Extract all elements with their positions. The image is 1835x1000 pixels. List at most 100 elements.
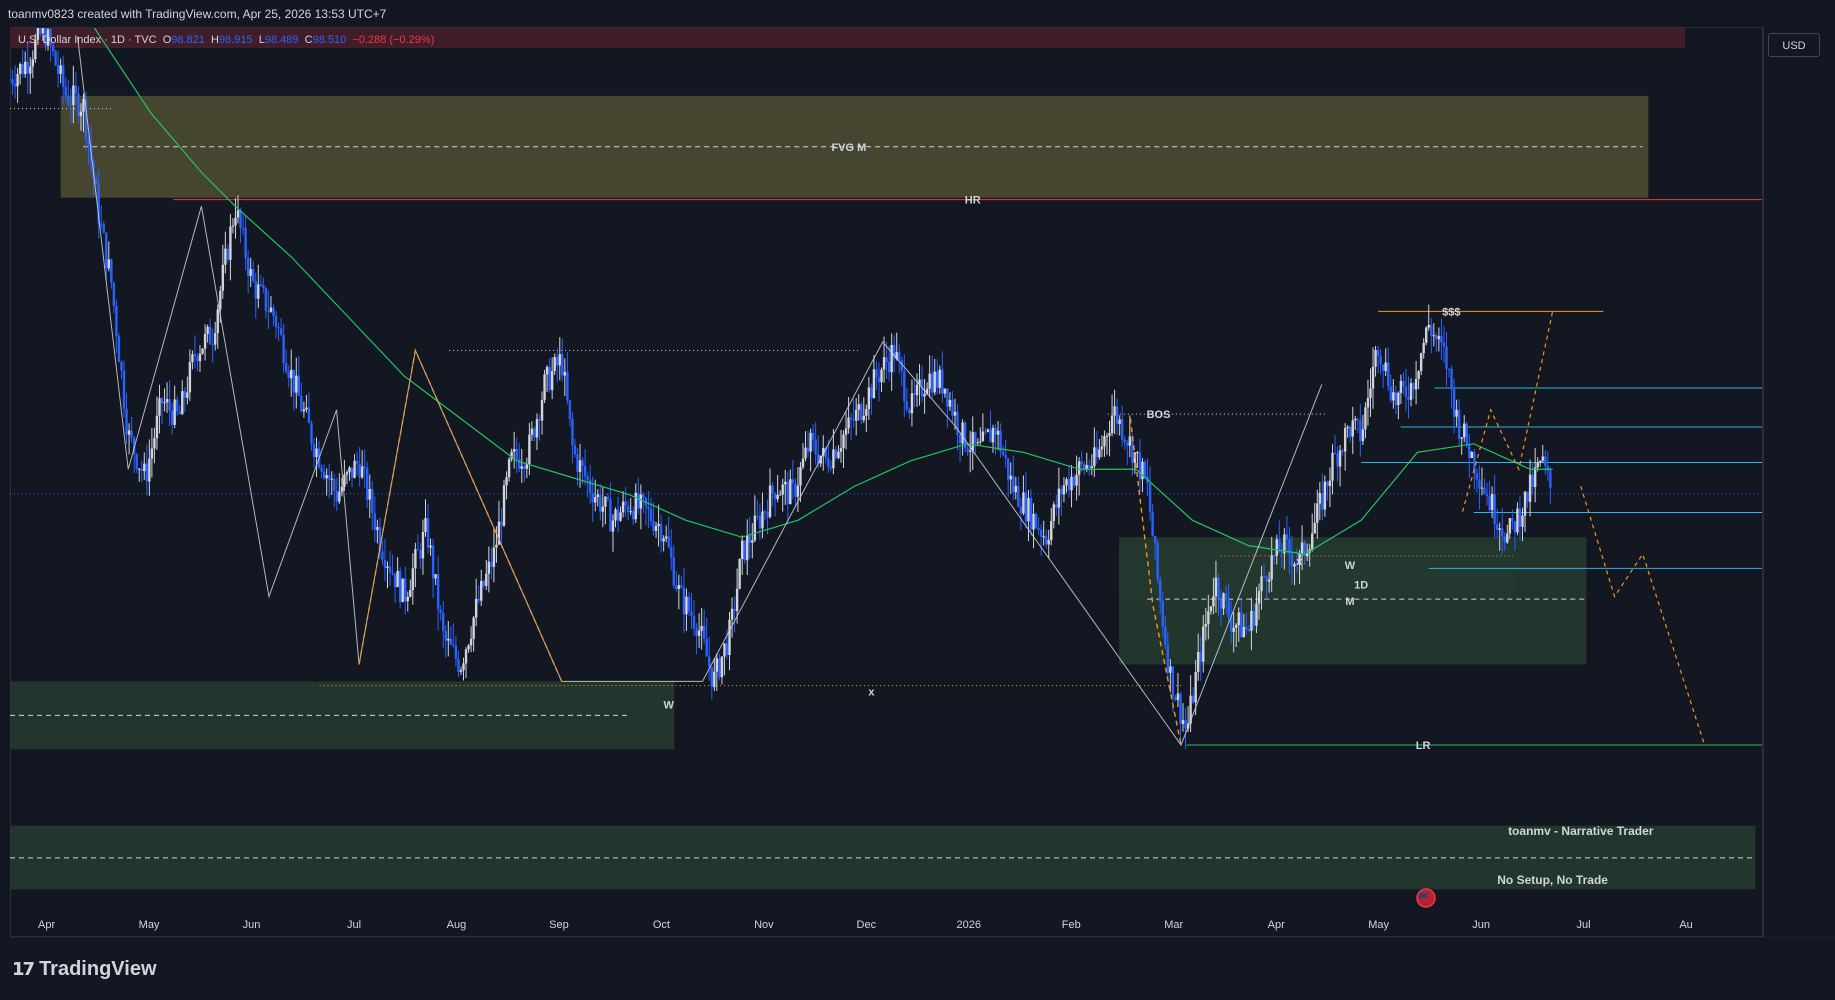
low-label: L xyxy=(258,34,265,46)
candle-body xyxy=(1351,420,1354,437)
candle-body xyxy=(295,375,298,393)
price-axis[interactable] xyxy=(1763,27,1835,937)
candle-body xyxy=(110,259,113,283)
candle-body xyxy=(16,73,19,87)
candle-body xyxy=(274,315,278,328)
candle-body xyxy=(723,643,726,657)
candle-body xyxy=(1083,464,1086,470)
candle-body xyxy=(930,373,934,393)
time-tick-label: Apr xyxy=(38,919,55,931)
candle-body xyxy=(1156,542,1159,580)
time-tick-label: Mar xyxy=(1164,919,1183,931)
candle-body xyxy=(672,557,675,586)
symbol-legend[interactable]: U.S. Dollar Index · 1D · TVC O98.821 H98… xyxy=(18,34,434,46)
candle-body xyxy=(87,138,90,144)
candle-body xyxy=(1024,492,1028,522)
candle-body xyxy=(512,448,516,452)
candle-body xyxy=(705,638,708,657)
chart-annotation: x xyxy=(868,687,875,699)
candle-body xyxy=(908,409,911,414)
candle-body xyxy=(996,430,1000,435)
candle-body xyxy=(1260,576,1263,592)
candle-body xyxy=(1055,504,1058,508)
candle-body xyxy=(1343,428,1347,452)
brand-name: TradingView xyxy=(39,958,157,980)
candle-body xyxy=(208,326,212,345)
candle-body xyxy=(340,486,344,492)
candle-body xyxy=(923,393,926,397)
candle-body xyxy=(1445,346,1448,369)
candle-body xyxy=(510,451,513,460)
footer xyxy=(0,950,1835,1000)
candle-body xyxy=(150,448,154,459)
candle-body xyxy=(1255,603,1258,626)
candle-body xyxy=(1204,623,1208,627)
candle-body xyxy=(1029,498,1033,530)
candle-body xyxy=(84,99,88,139)
candle-body xyxy=(746,535,749,561)
candle-body xyxy=(1057,488,1061,508)
candle-body xyxy=(1298,553,1301,565)
chart-annotation: $$$ xyxy=(1442,306,1460,318)
candle-body xyxy=(634,492,637,520)
candle-body xyxy=(115,305,118,337)
candle-body xyxy=(583,465,587,477)
candle-body xyxy=(844,428,848,435)
candle-body xyxy=(958,434,962,444)
candle-body xyxy=(231,225,235,227)
candle-body xyxy=(505,477,508,486)
candle-body xyxy=(1452,389,1456,417)
candle-body xyxy=(1475,473,1479,480)
candle-body xyxy=(1392,392,1395,401)
candle-body xyxy=(1242,626,1246,637)
candle-body xyxy=(1430,324,1433,337)
candle-body xyxy=(112,282,116,306)
candle-body xyxy=(647,506,650,509)
us-flag-icon-canton xyxy=(1419,893,1427,898)
candle-body xyxy=(459,670,463,672)
candle-body xyxy=(1273,555,1276,557)
candle-body xyxy=(163,402,166,404)
candle-body xyxy=(806,447,810,452)
candle-body xyxy=(127,430,131,435)
candle-body xyxy=(776,494,779,500)
candle-body xyxy=(758,515,762,529)
low-value: 98.489 xyxy=(264,34,299,46)
currency-button[interactable]: USD xyxy=(1768,33,1820,57)
time-tick-label: Nov xyxy=(754,919,774,931)
candle-body xyxy=(262,284,265,289)
candle-body xyxy=(155,415,159,439)
candle-body xyxy=(287,371,290,379)
tradingview-logo-icon: 𝟭𝟳 xyxy=(12,959,35,979)
candle-body xyxy=(890,344,893,373)
candle-body xyxy=(257,284,260,299)
candle-body xyxy=(515,448,518,459)
candle-body xyxy=(477,598,480,601)
candle-body xyxy=(1159,579,1162,602)
candle-body xyxy=(135,454,138,469)
candle-body xyxy=(1108,433,1111,436)
candle-body xyxy=(1169,666,1172,673)
candle-body xyxy=(272,307,275,316)
candle-body xyxy=(535,419,539,438)
time-tick-label: 2026 xyxy=(957,919,981,931)
time-tick-label: Sep xyxy=(549,919,569,931)
candle-body xyxy=(322,471,326,479)
tradingview-logo[interactable]: 𝟭𝟳 TradingView xyxy=(12,958,157,981)
candle-body xyxy=(1503,536,1506,543)
candle-body xyxy=(976,442,979,444)
candle-body xyxy=(406,596,409,602)
candle-body xyxy=(138,468,141,470)
candle-body xyxy=(984,431,987,433)
candle-body xyxy=(49,29,52,46)
candle-body xyxy=(804,447,807,459)
candle-body xyxy=(1528,474,1532,502)
candle-body xyxy=(305,407,308,410)
candle-body xyxy=(918,379,921,385)
candle-body xyxy=(224,248,227,265)
candle-body xyxy=(277,327,280,329)
candle-body xyxy=(130,430,133,438)
candle-body xyxy=(1419,353,1423,371)
candle-body xyxy=(1356,418,1360,421)
